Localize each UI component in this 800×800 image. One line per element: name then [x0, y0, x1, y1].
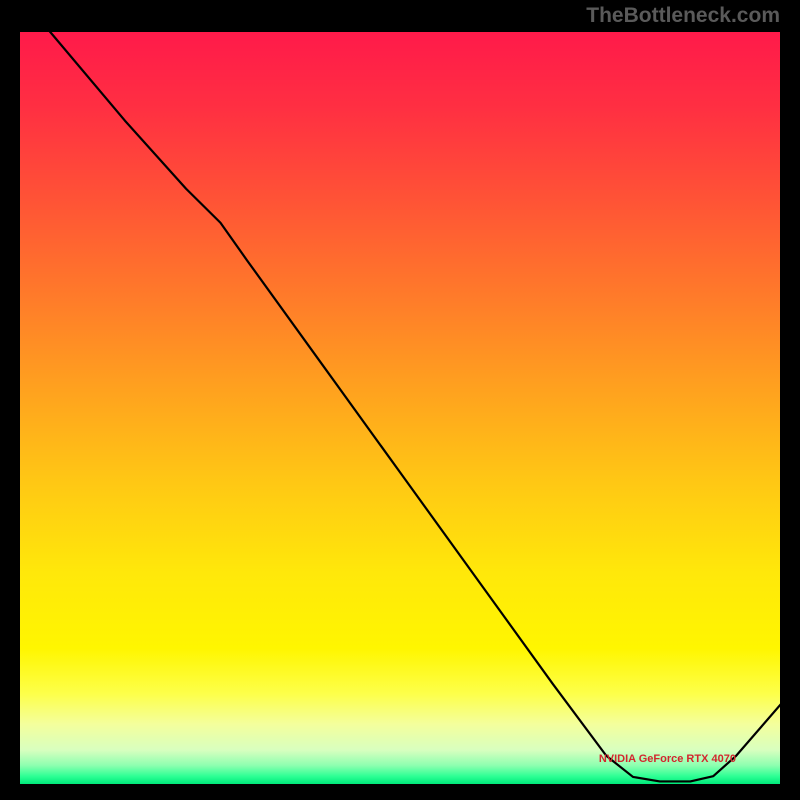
watermark-text: TheBottleneck.com — [586, 4, 780, 28]
plot-shell: NVIDIA GeForce RTX 4070 — [18, 30, 782, 786]
plot-area: NVIDIA GeForce RTX 4070 — [18, 30, 782, 786]
plot-frame — [18, 30, 782, 786]
